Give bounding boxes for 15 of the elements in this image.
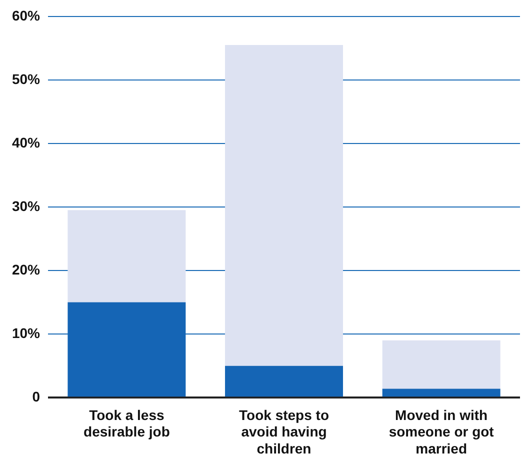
y-tick-label: 20% [12,261,41,278]
x-tick-label: Took a less desirable job [84,406,170,440]
y-tick-label: 40% [12,134,41,150]
bar [382,388,500,397]
y-tick-label: 30% [12,198,41,214]
bar [382,340,500,389]
y-tick-label: 10% [12,324,41,341]
y-tick-label: 0 [32,388,40,404]
bar [68,210,186,302]
y-tick-label: 50% [12,70,41,87]
bar [225,366,344,397]
x-tick-label: Took steps to avoid having children [239,406,329,456]
x-tick-label: Moved in with someone or got married [388,406,494,456]
y-tick-label: 60% [12,7,41,24]
bar [225,44,344,366]
